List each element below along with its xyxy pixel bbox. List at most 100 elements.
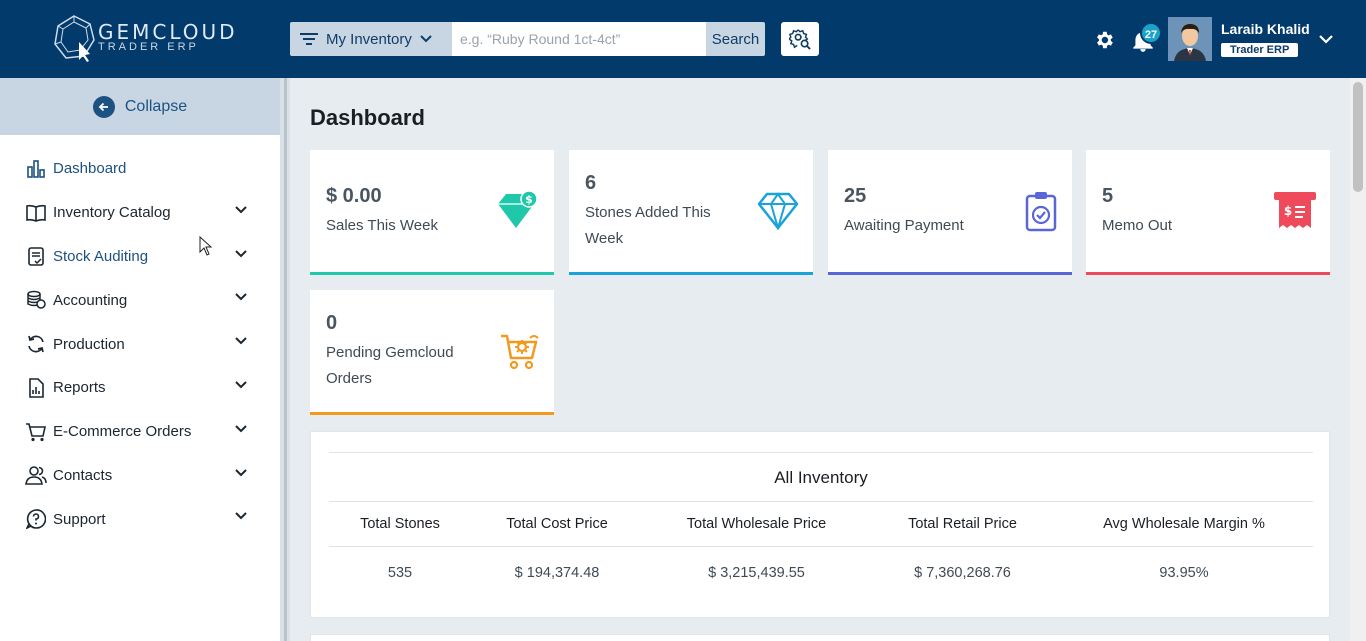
question-icon (25, 508, 47, 530)
chevron-down-icon (235, 206, 247, 214)
sidebar-item-label: Accounting (53, 291, 128, 309)
diamond-dollar-icon: $ (498, 190, 538, 228)
chevron-down-icon (235, 468, 247, 476)
scrollbar-thumb[interactable] (1353, 82, 1363, 192)
gear-icon[interactable] (1093, 29, 1115, 51)
user-role-badge: Trader ERP (1221, 43, 1299, 57)
svg-text:$: $ (525, 193, 533, 206)
card-label: Memo Out (1102, 217, 1173, 234)
card-value: $ 0.00 (326, 185, 382, 207)
gemcloud-logo[interactable]: GEMCLOUD TRADER ERP (52, 14, 242, 62)
sidebar-item-reports[interactable]: Reports (0, 366, 280, 410)
table-cell: $ 194,374.48 (514, 565, 600, 581)
top-navbar: GEMCLOUD TRADER ERP My Inventory Search … (0, 0, 1366, 78)
stones-added-card[interactable]: 6 Stones Added This Week (569, 150, 813, 275)
sidebar-item-dashboard[interactable]: Dashboard (0, 147, 280, 191)
cart-icon (25, 421, 47, 443)
search-group: My Inventory Search (290, 22, 765, 56)
brand-name: GEMCLOUD (98, 20, 238, 44)
sales-this-week-card[interactable]: $ 0.00 Sales This Week $ (310, 150, 554, 275)
report-icon (25, 377, 47, 399)
receipt-memo-icon: $ (1274, 192, 1316, 228)
card-accent-bar (1086, 272, 1330, 275)
card-accent-bar (310, 412, 554, 415)
page-title: Dashboard (310, 105, 425, 130)
column-header: Total Cost Price (506, 516, 608, 532)
page-scrollbar[interactable] (1350, 78, 1366, 641)
card-label: Sales This Week (326, 217, 438, 234)
user-menu-chevron-icon[interactable] (1318, 34, 1334, 44)
avatar[interactable] (1168, 17, 1212, 61)
card-accent-bar (569, 272, 813, 275)
chevron-down-icon (235, 381, 247, 389)
memo-out-card[interactable]: 5 Memo Out $ (1086, 150, 1330, 275)
inventory-title: All Inventory (329, 452, 1313, 502)
chevron-down-icon (235, 249, 247, 258)
column-header: Total Retail Price (908, 516, 1017, 532)
diamond-icon (757, 192, 799, 230)
mouse-cursor-icon (199, 236, 213, 256)
chart-bar-icon (25, 158, 47, 180)
collapse-button[interactable]: Collapse (0, 78, 280, 135)
table-cell: 93.95% (1159, 565, 1209, 581)
all-inventory-panel: All Inventory Total Stones Total Cost Pr… (310, 431, 1330, 618)
table-cell: $ 3,215,439.55 (708, 565, 805, 581)
sidebar-item-stock-auditing[interactable]: Stock Auditing (0, 235, 280, 279)
chevron-down-icon (235, 512, 247, 520)
card-label: Stones Added This Week (585, 204, 711, 247)
table-cell: 535 (387, 565, 413, 581)
sidebar-item-label: Production (53, 335, 125, 353)
users-icon (25, 464, 47, 486)
column-header: Total Stones (360, 516, 440, 532)
sidebar-item-label: Stock Auditing (53, 247, 149, 265)
filter-label: My Inventory (326, 30, 412, 48)
sidebar-item-label: Reports (53, 379, 106, 397)
sidebar-item-accounting[interactable]: Accounting (0, 278, 280, 322)
chevron-down-icon (235, 337, 247, 345)
sidebar-item-contacts[interactable]: Contacts (0, 454, 280, 498)
sidebar-item-ecommerce-orders[interactable]: E-Commerce Orders (0, 410, 280, 454)
table-row: 535 $ 194,374.48 $ 3,215,439.55 $ 7,360,… (329, 548, 1313, 598)
cart-gear-icon (501, 334, 539, 370)
arrow-left-icon (92, 95, 115, 118)
coins-icon (25, 289, 47, 311)
notification-count-badge: 27 (1140, 22, 1162, 44)
card-value: 25 (844, 185, 867, 207)
sidebar-nav: Dashboard Inventory Catalog Stock Auditi… (0, 135, 280, 541)
sidebar-item-label: E-Commerce Orders (53, 423, 192, 441)
sidebar-item-label: Inventory Catalog (53, 204, 171, 222)
clipboard-check-icon (25, 245, 47, 267)
brand-subtitle: TRADER ERP (98, 41, 199, 53)
sidebar-item-label: Support (53, 510, 106, 528)
filter-icon (300, 33, 318, 45)
svg-text:$: $ (1284, 204, 1292, 218)
column-header: Avg Wholesale Margin % (1103, 516, 1265, 532)
book-icon (25, 202, 47, 224)
inventory-filter-dropdown[interactable]: My Inventory (290, 22, 452, 56)
sidebar-item-inventory-catalog[interactable]: Inventory Catalog (0, 191, 280, 235)
next-panel (310, 634, 1330, 641)
sync-icon (25, 333, 47, 355)
chevron-down-icon (235, 293, 247, 301)
awaiting-payment-card[interactable]: 25 Awaiting Payment (828, 150, 1072, 275)
notifications-button[interactable]: 27 (1130, 22, 1162, 54)
gem-logo-icon (54, 15, 95, 62)
card-value: 5 (1102, 185, 1114, 207)
collapse-label: Collapse (124, 97, 188, 115)
clipboard-check-icon (1025, 192, 1057, 232)
sidebar-item-support[interactable]: Support (0, 497, 280, 541)
advanced-search-button[interactable] (781, 22, 819, 56)
user-name[interactable]: Laraib Khalid (1221, 21, 1310, 37)
chevron-down-icon (235, 425, 247, 433)
sidebar-resize-handle[interactable] (280, 78, 290, 641)
column-header: Total Wholesale Price (686, 516, 827, 532)
search-input[interactable] (452, 22, 706, 56)
search-button[interactable]: Search (706, 22, 765, 56)
pending-orders-card[interactable]: 0 Pending Gemcloud Orders (310, 290, 554, 415)
card-label: Awaiting Payment (844, 217, 964, 234)
gear-search-icon (789, 29, 811, 50)
card-value: 6 (585, 172, 597, 194)
sidebar-item-production[interactable]: Production (0, 322, 280, 366)
card-label: Pending Gemcloud Orders (326, 344, 454, 387)
card-accent-bar (310, 272, 554, 275)
